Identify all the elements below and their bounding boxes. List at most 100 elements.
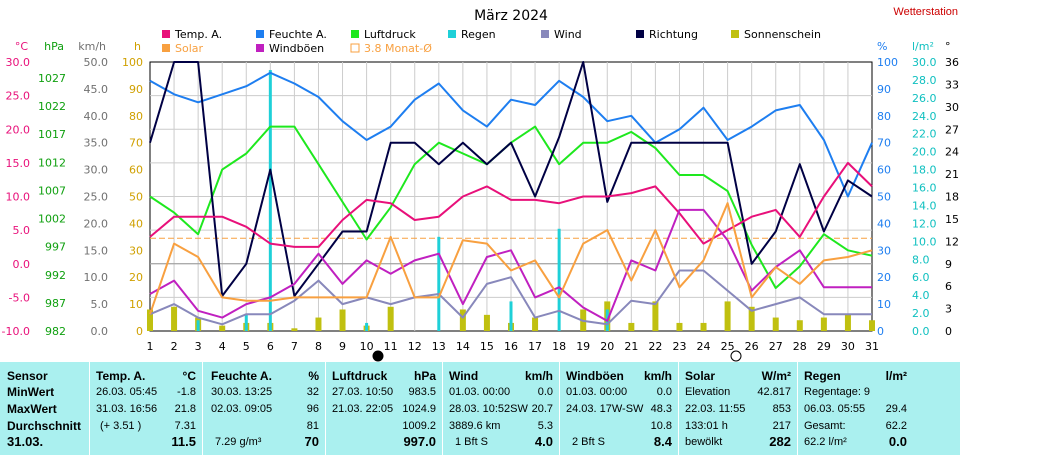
- sunshine-bar: [724, 301, 731, 331]
- x-tick-label: 29: [817, 340, 831, 353]
- rain-max: 29.4: [885, 403, 907, 415]
- x-tick-label: 3: [195, 340, 202, 353]
- direction-tick-label: 12: [945, 235, 959, 248]
- rain-bar: [437, 236, 441, 331]
- rain-bar: [196, 320, 200, 331]
- x-tick-label: 6: [267, 340, 274, 353]
- hours-tick-label: 40: [129, 217, 143, 230]
- direction-tick-label: 0: [945, 325, 952, 338]
- sunshine-bar: [171, 306, 178, 331]
- hours-tick-label: 60: [129, 164, 143, 177]
- wind-unit: km/h: [524, 369, 553, 383]
- wind-head: Wind: [449, 369, 479, 383]
- rain-days: Regentage: 9: [804, 386, 871, 398]
- hours-tick-label: 90: [129, 83, 143, 96]
- sunshine-bar: [844, 314, 851, 331]
- wind-bft: 1 Bft S: [455, 436, 489, 448]
- gusts-avg: 10.8: [650, 420, 672, 432]
- chart-title: März 2024: [474, 8, 548, 24]
- temp-min: -1.8: [177, 386, 196, 398]
- gusts-head: Windböen: [566, 369, 624, 383]
- humidity-tick-label: 80: [877, 110, 891, 123]
- humidity-unit: %: [308, 369, 319, 383]
- direction-tick-label: 30: [945, 101, 959, 114]
- rain-total: 62.2: [885, 420, 907, 432]
- x-tick-label: 15: [480, 340, 494, 353]
- temp-min-time: 26.03. 05:45: [96, 386, 158, 398]
- humidity-max: 96: [306, 403, 319, 415]
- pressure-tick-label: 997: [45, 241, 66, 254]
- solar-today: 282: [769, 434, 791, 449]
- rain-tick-label: 6.0: [912, 271, 930, 284]
- wind-tick-label: 15.0: [84, 244, 109, 257]
- today-date: 31.03.: [7, 434, 44, 449]
- direction-tick-label: 27: [945, 123, 959, 136]
- direction-tick-label: 21: [945, 168, 959, 181]
- temp-tick-label: 5.0: [13, 224, 31, 237]
- x-tick-label: 19: [576, 340, 590, 353]
- weather-chart: März 2024°C30.025.020.015.010.05.00.0-5.…: [2, 8, 959, 362]
- hours-tick-label: 50: [129, 191, 143, 204]
- wind-tick-label: 30.0: [84, 164, 109, 177]
- wind-tick-label: 20.0: [84, 217, 109, 230]
- humidity-today: 70: [304, 434, 319, 449]
- hours-tick-label: 80: [129, 110, 143, 123]
- wind-tick-label: 0.0: [91, 325, 109, 338]
- legend-swatch: [256, 30, 264, 38]
- sensor-head: Sensor: [7, 369, 48, 383]
- legend-label: Luftdruck: [364, 28, 416, 41]
- stats-col-gusts: Windböen km/h 01.03. 00:00 0.0 24.03. 17W-…: [559, 362, 678, 455]
- direction-tick-label: 36: [945, 56, 959, 69]
- series-line-solar: [149, 202, 873, 315]
- temp-tick-label: 10.0: [6, 191, 31, 204]
- legend-label: Windböen: [269, 42, 324, 55]
- humidity-max-time: 02.03. 09:05: [211, 403, 273, 415]
- sunshine-bar: [628, 322, 635, 331]
- pressure-tick-label: 1007: [38, 184, 66, 197]
- rain-tick-label: 16.0: [912, 182, 937, 195]
- temp-avg: 7.31: [174, 420, 196, 432]
- rain-tick-label: 12.0: [912, 217, 937, 230]
- direction-tick-label: 33: [945, 78, 959, 91]
- full-moon-marker: [730, 350, 742, 362]
- sunshine-bar: [772, 317, 779, 331]
- pressure-min-time: 27.03. 10:50: [332, 386, 394, 398]
- stats-panel: Sensor MinWert MaxWert Durchschnitt 31.0…: [0, 362, 960, 455]
- gusts-min-time: 01.03. 00:00: [566, 386, 628, 398]
- rain-bar: [244, 314, 248, 331]
- gusts-today: 8.4: [653, 434, 672, 449]
- solar-status: bewölkt: [685, 436, 723, 448]
- series-line-wind: [149, 269, 872, 326]
- solar-max-time: 22.03. 11:55: [685, 403, 746, 415]
- series-line-richtung: [149, 61, 873, 297]
- hours-tick-label: 0: [136, 325, 143, 338]
- humidity-tick-label: 0: [877, 325, 884, 338]
- hours-tick-label: 10: [129, 298, 143, 311]
- wind-tick-label: 40.0: [84, 110, 109, 123]
- x-tick-label: 20: [600, 340, 614, 353]
- stats-col-sensor: Sensor MinWert MaxWert Durchschnitt 31.0…: [0, 362, 88, 455]
- gusts-max-time: 24.03. 17W-SW: [566, 403, 644, 415]
- temp-head: Temp. A.: [96, 369, 146, 383]
- rain-max-time: 06.03. 05:55: [804, 403, 866, 415]
- legend-label: Feuchte A.: [269, 28, 327, 41]
- rain-tick-label: 18.0: [912, 164, 937, 177]
- x-tick-label: 28: [793, 340, 807, 353]
- legend-label: 3.8 Monat-Ø: [364, 42, 432, 55]
- hours-tick-label: 70: [129, 137, 143, 150]
- rain-bar: [365, 322, 369, 331]
- rain-tick-label: 28.0: [912, 74, 937, 87]
- sunshine-bar: [796, 320, 803, 331]
- sunshine-bar: [676, 322, 683, 331]
- direction-tick-label: 3: [945, 303, 952, 316]
- solar-max: 853: [772, 403, 791, 415]
- sunshine-bar: [219, 325, 226, 331]
- solar-unit: W/m²: [761, 369, 791, 383]
- x-tick-label: 7: [291, 340, 298, 353]
- humidity-min: 32: [306, 386, 319, 398]
- wind-min-time: 01.03. 00:00: [449, 386, 511, 398]
- pressure-max: 1024.9: [402, 403, 436, 415]
- sunshine-bar: [748, 306, 755, 331]
- rain-tick-label: 10.0: [912, 235, 937, 248]
- pressure-tick-label: 1002: [38, 213, 66, 226]
